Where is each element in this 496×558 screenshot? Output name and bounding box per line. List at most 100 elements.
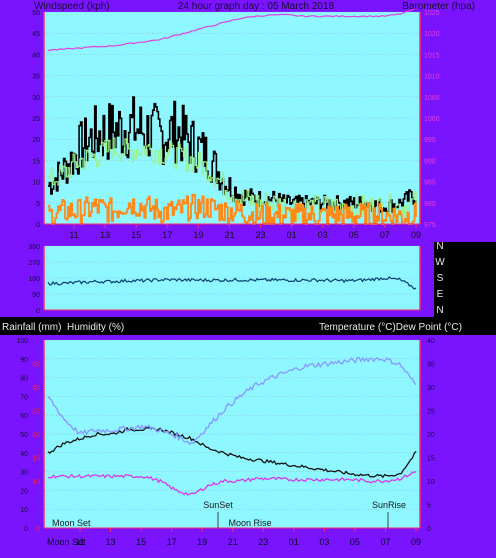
top-chart-title: 24 hour graph day : 05 March 2018 [178,1,335,12]
direction-degree-labels: 0 90 180 270 360 [28,244,40,315]
windspeed-tick-label: 35 [32,74,40,81]
humidity-tick-label: 30 [20,470,28,477]
windspeed-tick-label: 25 [32,116,40,123]
top-time-tick-labels: 11 13 15 17 19 21 23 01 03 05 07 09 [69,224,421,240]
rainfall-tick-label: 25 [32,409,40,416]
temperature-tick-labels: 0 5 10 15 20 25 30 35 40 [427,338,435,533]
barometer-tick-label: 1005 [424,95,440,102]
humidity-tick-label: 90 [20,357,28,364]
bottom-time-tick-label: 17 [167,537,177,547]
barometer-tick-label: 975 [424,222,436,229]
humidity-tick-label: 10 [20,507,28,514]
windspeed-tick-label: 20 [32,137,40,144]
barometer-tick-label: 995 [424,137,436,144]
temperature-tick-label: 40 [427,338,435,345]
sunset-label: SunSet [203,500,233,510]
rainfall-tick-label: 15 [32,456,40,463]
temperature-tick-label: 30 [427,385,435,392]
barometer-tick-label: 1020 [424,31,440,38]
direction-degree-label: 180 [28,276,40,283]
direction-degree-label: 0 [36,308,40,315]
humidity-tick-label: 40 [20,451,28,458]
top-time-tick-label: 13 [100,230,110,240]
top-time-tick-label: 15 [131,230,141,240]
top-time-tick-label: 21 [224,230,234,240]
temperature-tick-label: 10 [427,479,435,486]
direction-degree-label: 270 [28,260,40,267]
bottom-time-tick-label: 11 [75,537,84,547]
top-time-tick-label: 07 [380,230,390,240]
barometer-tick-label: 990 [424,158,436,165]
barometer-tick-label: 1015 [424,52,440,59]
compass-letter: N [436,305,443,316]
barometer-tick-label: 980 [424,201,436,208]
direction-chart-series [47,276,417,290]
humidity-tick-label: 70 [20,394,28,401]
temperature-tick-label: 15 [427,456,435,463]
temperature-tick-label: 25 [427,409,435,416]
sunrise-label: SunRise [372,500,406,510]
bottom-chart-series [47,356,417,496]
top-time-tick-label: 01 [287,230,297,240]
compass-letter: N [436,241,443,252]
moon-rise-label: Moon Rise [228,518,271,528]
moon-set-upper-label: Moon Set [52,518,91,528]
temperature-tick-label: 35 [427,362,435,369]
windspeed-tick-labels: 0 5 10 15 20 25 30 35 40 45 50 [32,10,40,229]
bottom-time-tick-label: 09 [411,537,421,547]
top-time-tick-label: 23 [256,230,266,240]
barometer-tick-label: 1000 [424,116,440,123]
bottom-time-tick-labels: 11 13 15 17 19 21 23 01 03 05 07 09 [75,528,421,547]
rainfall-tick-label: 30 [32,385,40,392]
humidity-series [47,356,417,446]
humidity-tick-label: 50 [20,432,28,439]
windspeed-tick-label: 5 [36,201,40,208]
top-chart-series [47,7,417,225]
direction-degree-label: 90 [32,292,40,299]
label-strip-background [0,317,496,335]
rainfall-tick-label: 35 [32,362,40,369]
bottom-time-tick-label: 19 [197,537,207,547]
windspeed-tick-label: 30 [32,95,40,102]
temperature-dewpoint-axis-label: Temperature (°C)Dew Point (°C) [319,322,462,333]
top-time-tick-label: 05 [349,230,359,240]
bottom-time-tick-label: 21 [228,537,238,547]
windspeed-tick-label: 45 [32,31,40,38]
barometer-tick-label: 1010 [424,74,440,81]
humidity-tick-label: 100 [16,338,28,345]
bottom-time-tick-label: 05 [350,537,360,547]
windspeed-tick-label: 0 [36,222,40,229]
humidity-tick-labels: 0 10 20 30 40 50 60 70 80 90 100 [16,338,28,533]
windspeed-tick-label: 40 [32,52,40,59]
humidity-tick-label: 0 [24,526,28,533]
top-time-tick-label: 17 [162,230,172,240]
humidity-tick-label: 60 [20,413,28,420]
direction-degree-label: 360 [28,244,40,251]
wind-low-series [48,193,417,225]
rain-humidity-axis-label: Rainfall (mm) Humidity (%) [2,322,124,333]
top-plot-area [44,12,420,224]
rainfall-tick-label: 10 [32,479,40,486]
windspeed-tick-label: 10 [32,180,40,187]
rainfall-tick-label: 20 [32,432,40,439]
bottom-time-tick-label: 15 [136,537,146,547]
humidity-tick-label: 80 [20,376,28,383]
wind-direction-series [47,276,417,290]
barometer-axis-label: Barometer (hpa) [402,1,475,12]
windspeed-tick-label: 50 [32,10,40,17]
barometer-tick-label: 985 [424,180,436,187]
bottom-time-tick-label: 01 [289,537,299,547]
compass-letter: E [437,289,444,300]
top-time-tick-label: 09 [411,230,421,240]
windspeed-axis-label: Windspeed (kph) [34,1,110,12]
compass-letter: S [437,273,444,284]
top-time-tick-label: 19 [193,230,203,240]
rainfall-tick-label: 0 [36,526,40,533]
bottom-time-tick-label: 03 [319,537,329,547]
temperature-tick-label: 5 [427,503,431,510]
rainfall-tick-labels: 0 10 15 20 25 30 35 [32,362,40,534]
axis-frames [43,12,421,529]
top-time-tick-label: 11 [69,230,78,240]
barometer-tick-labels: 975 980 985 990 995 1000 1005 1010 1015 1020 1025 [424,10,440,229]
